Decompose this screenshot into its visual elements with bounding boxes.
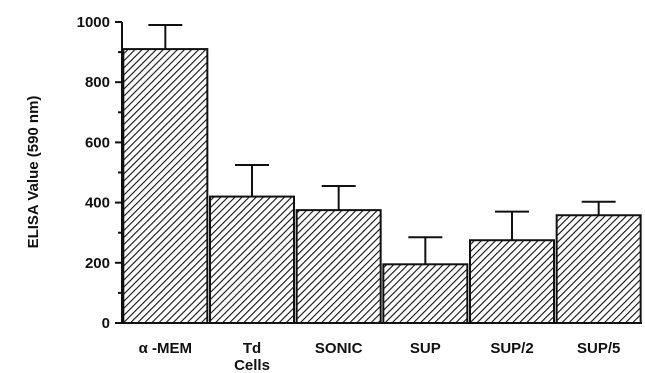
bar: [122, 48, 209, 325]
y-tick-label: 0: [102, 315, 110, 332]
bar: [209, 195, 295, 324]
category-label: SUP/5: [577, 340, 620, 357]
category-label: Cells: [234, 357, 270, 373]
category-label: SUP/2: [490, 340, 533, 357]
y-tick-label: 200: [85, 255, 110, 272]
y-tick-label: 800: [85, 74, 110, 91]
bar: [382, 263, 469, 324]
bar: [469, 239, 555, 325]
bar: [295, 209, 382, 324]
y-tick-label: 1000: [77, 14, 110, 31]
category-label: α -MEM: [139, 340, 192, 357]
bar: [555, 214, 642, 325]
y-axis-title: ELISA Value (590 nm): [25, 96, 42, 249]
category-label: SUP: [410, 340, 441, 357]
bars: [122, 48, 642, 325]
y-tick-label: 400: [85, 195, 110, 212]
category-label: SONIC: [315, 340, 363, 357]
category-label: Td: [243, 340, 261, 357]
y-tick-label: 600: [85, 134, 110, 151]
error-bars: [148, 24, 616, 265]
